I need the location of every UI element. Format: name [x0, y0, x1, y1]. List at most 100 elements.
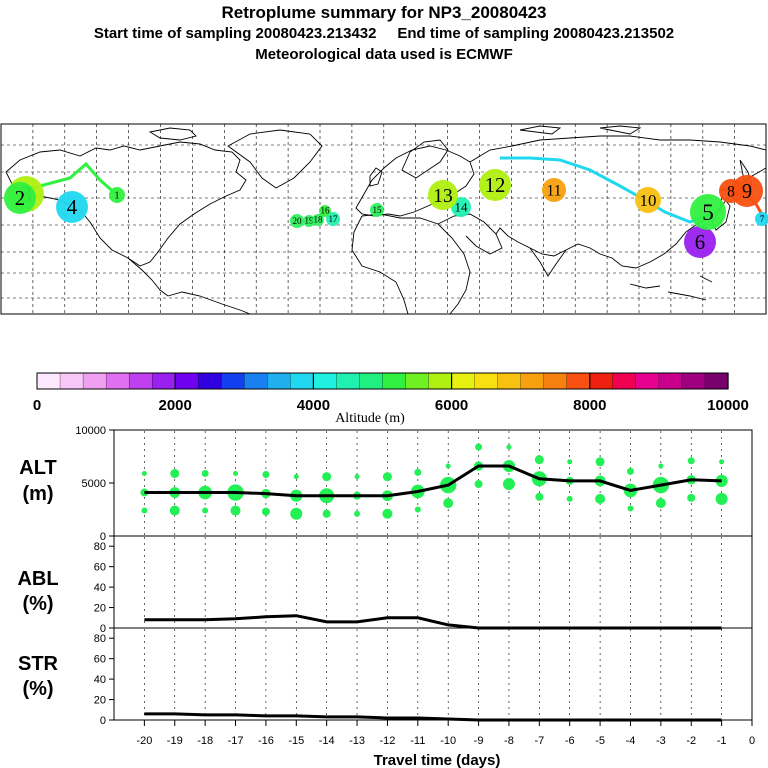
colorbar-swatch	[520, 372, 545, 390]
abl-line	[144, 614, 722, 630]
plume-marker	[303, 215, 315, 227]
plume-label: 17	[328, 214, 338, 224]
alt-bubble	[261, 507, 270, 516]
alt-bubble	[354, 474, 360, 480]
alt-bubble	[382, 472, 392, 482]
plume-label: 14	[455, 200, 469, 215]
colorbar-swatch	[198, 372, 222, 390]
scandinavia-outline	[401, 139, 449, 179]
colorbar-swatch	[428, 372, 453, 390]
abl-ytick-label: 80	[94, 541, 106, 553]
plume-label: 19	[305, 216, 315, 226]
plume-marker	[719, 179, 743, 203]
abl-ytick-label: 40	[94, 582, 106, 594]
abl-ytick-label: 20	[94, 603, 106, 615]
colorbar-tick-label: 4000	[297, 397, 330, 414]
x-axis-ticks: -20 -19 -18 -17 -16 -15 -14 -13 -12 -11 -10 -9 -8 -7-…	[136, 720, 755, 747]
alt-bubble	[627, 505, 634, 512]
alt-ytick-label: 0	[100, 531, 106, 543]
x-tick-label: 0	[749, 735, 755, 747]
alt-bubble	[170, 468, 180, 478]
str-ytick-label: 20	[94, 695, 106, 707]
plume-label: 18	[314, 215, 324, 225]
indonesia-outline	[629, 275, 713, 301]
plume-marker	[542, 178, 566, 202]
plume-marker	[109, 187, 125, 203]
colorbar-tick-label: 10000	[707, 397, 749, 414]
colorbar-frame	[36, 372, 729, 390]
str-panel: 0 20 40 60 80 STR (%)	[18, 627, 753, 727]
str-ytick-label: 40	[94, 674, 106, 686]
colorbar-swatch	[175, 372, 199, 390]
x-tick-label: -2	[686, 735, 696, 747]
colorbar-swatch	[313, 372, 338, 390]
colorbar-swatch	[704, 372, 729, 390]
x-tick-label: -5	[595, 735, 605, 747]
alt-unit: (m)	[22, 483, 53, 505]
x-tick-label: -4	[626, 735, 636, 747]
alt-bubble	[687, 493, 696, 502]
colorbar-swatch	[451, 372, 476, 390]
alt-line	[144, 464, 722, 498]
alt-bubble	[354, 510, 361, 517]
alt-bubble	[475, 443, 483, 451]
alt-label: ALT	[19, 457, 56, 479]
alt-bubble	[262, 471, 270, 479]
altitude-colorbar: 0 2000 4000 6000 8000 10000 Altitude (m)	[33, 372, 749, 426]
colorbar-swatch	[336, 372, 361, 390]
alt-bubbles	[140, 443, 728, 520]
colorbar-swatch	[267, 372, 292, 390]
plume-label: 8	[727, 183, 735, 200]
start-time-label: Start time of sampling 20080423.213432	[93, 25, 377, 42]
plume-label: 9	[742, 180, 752, 203]
colorbar-swatch	[474, 372, 499, 390]
track-asia	[500, 156, 711, 224]
alt-bubble	[141, 507, 148, 514]
colorbar-swatch	[152, 372, 176, 390]
colorbar-swatch	[105, 372, 130, 390]
plume-label: 20	[292, 216, 302, 226]
str-ytick-label: 80	[94, 633, 106, 645]
colorbar-tick-label: 0	[33, 397, 41, 414]
uk-outline	[369, 167, 383, 187]
alt-bubble	[322, 509, 331, 518]
africa-outline	[351, 213, 471, 315]
plume-marker	[370, 203, 384, 217]
alt-panel: 0 5000 10000 ALT (m)	[19, 425, 753, 543]
plume-marker	[326, 212, 340, 226]
alt-bubble	[322, 472, 332, 482]
colorbar-ticks: 0 2000 4000 6000 8000 10000	[33, 373, 749, 414]
greenland-outline	[227, 129, 323, 189]
abl-panel: 0 20 40 60 80 ABL (%)	[17, 535, 753, 635]
alt-bubble	[687, 457, 695, 465]
alt-ytick-label: 10000	[75, 425, 106, 437]
colorbar-swatch	[612, 372, 637, 390]
alt-bubble	[141, 470, 147, 476]
europe-outline	[355, 145, 475, 217]
colorbar-tick-label: 2000	[159, 397, 192, 414]
south-america-outline	[167, 291, 251, 315]
x-tick-label: -14	[319, 735, 335, 747]
plume-markers: 2019181716151413121110987654321	[4, 169, 768, 258]
plume-label: 4	[67, 196, 78, 219]
alt-bubble	[626, 467, 634, 475]
x-tick-label: -16	[258, 735, 274, 747]
str-unit: (%)	[22, 678, 53, 700]
abl-ytick-label: 60	[94, 562, 106, 574]
plume-marker	[312, 214, 324, 226]
central-america-outline	[127, 257, 169, 297]
colorbar-swatch	[244, 372, 268, 390]
alt-bubble	[382, 508, 393, 519]
alt-bubble	[715, 492, 728, 505]
plume-label: 16	[321, 206, 331, 216]
colorbar-label: Altitude (m)	[335, 411, 405, 426]
x-tick-label: -3	[656, 735, 666, 747]
x-tick-label: -10	[440, 735, 456, 747]
colorbar-swatch	[382, 372, 407, 390]
plume-label: 10	[640, 191, 657, 210]
colorbar-swatch	[635, 372, 660, 390]
abl-label: ABL	[17, 568, 58, 590]
plume-label: 15	[372, 205, 382, 215]
str-ytick-label: 0	[100, 715, 106, 727]
